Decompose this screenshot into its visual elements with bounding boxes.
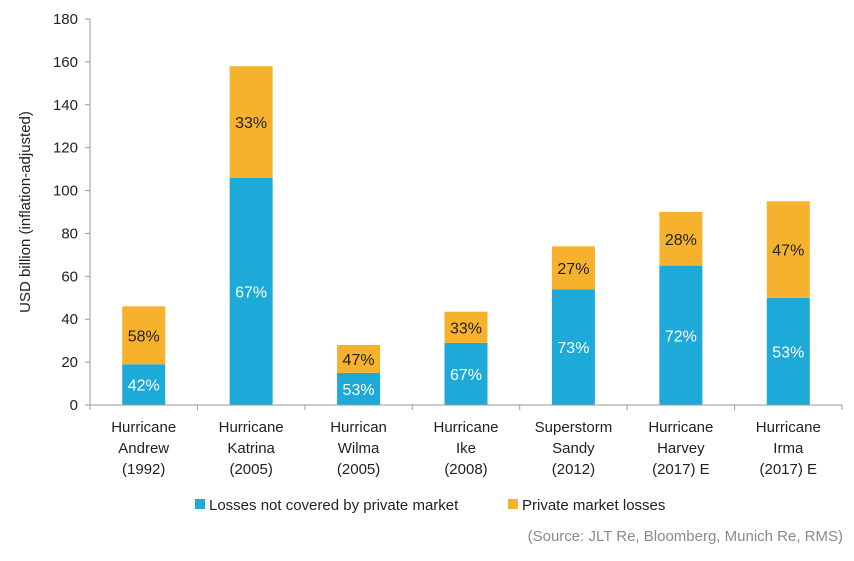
y-tick-label: 0: [70, 397, 78, 414]
x-category-label: Andrew: [118, 440, 169, 457]
y-axis-label: USD billion (inflation-adjusted): [17, 111, 34, 313]
bar-segment-uncovered: [444, 342, 488, 405]
data-label: 67%: [450, 367, 482, 384]
x-category-label: Hurricane: [433, 419, 498, 436]
data-label: 72%: [665, 328, 697, 345]
x-category-label: (2012): [552, 461, 595, 478]
x-category-label: Hurricane: [219, 419, 284, 436]
x-category-label: (2005): [337, 461, 380, 478]
x-category-label: Hurricane: [648, 419, 713, 436]
x-category-label: (2005): [229, 461, 272, 478]
data-label: 67%: [235, 284, 267, 301]
bar-segment-private: [337, 344, 381, 373]
y-tick-label: 120: [53, 140, 78, 157]
x-category-label: Ike: [456, 440, 476, 457]
data-label: 47%: [343, 352, 375, 369]
data-label: 53%: [772, 344, 804, 361]
x-category-label: Hurricane: [756, 419, 821, 436]
y-tick-label: 160: [53, 54, 78, 71]
bar-segment-private: [766, 201, 810, 298]
bar-segment-uncovered: [551, 289, 595, 405]
bar-segment-private: [551, 246, 595, 290]
x-category-label: (1992): [122, 461, 165, 478]
x-category-label: Superstorm: [535, 419, 613, 436]
data-label: 47%: [772, 243, 804, 260]
x-category-label: (2017) E: [760, 461, 818, 478]
y-tick-label: 180: [53, 11, 78, 28]
y-tick-label: 60: [61, 268, 78, 285]
x-category-label: Hurricane: [111, 419, 176, 436]
bar-segment-uncovered: [122, 364, 166, 405]
y-tick-label: 20: [61, 354, 78, 371]
bar-segment-private: [229, 66, 273, 178]
x-category-label: Katrina: [227, 440, 275, 457]
bar-segment-private: [122, 306, 166, 365]
bar-segment-uncovered: [766, 297, 810, 405]
data-label: 27%: [557, 261, 589, 278]
x-category-label: Hurrican: [330, 419, 387, 436]
legend-label-uncovered: Losses not covered by private market: [209, 497, 459, 514]
data-label: 58%: [128, 328, 160, 345]
data-label: 33%: [235, 115, 267, 132]
x-category-label: Wilma: [338, 440, 380, 457]
data-label: 53%: [343, 382, 375, 399]
bar-segment-private: [659, 212, 703, 266]
bar-segment-uncovered: [337, 372, 381, 405]
y-tick-label: 100: [53, 183, 78, 200]
data-label: 33%: [450, 320, 482, 337]
x-category-label: (2017) E: [652, 461, 710, 478]
source-note: (Source: JLT Re, Bloomberg, Munich Re, R…: [528, 528, 843, 545]
legend-swatch-uncovered: [195, 499, 205, 509]
legend-swatch-private: [508, 499, 518, 509]
x-category-label: (2008): [444, 461, 487, 478]
data-label: 42%: [128, 378, 160, 395]
y-tick-label: 80: [61, 225, 78, 242]
bar-segment-private: [444, 311, 488, 343]
x-category-label: Harvey: [657, 440, 705, 457]
legend-label-private: Private market losses: [522, 497, 665, 514]
data-label: 73%: [557, 340, 589, 357]
y-tick-label: 140: [53, 97, 78, 114]
x-category-label: Irma: [773, 440, 804, 457]
y-tick-label: 40: [61, 311, 78, 328]
x-category-label: Sandy: [552, 440, 595, 457]
bar-segment-uncovered: [659, 265, 703, 405]
bar-segment-uncovered: [229, 177, 273, 405]
data-label: 28%: [665, 232, 697, 249]
legend: Losses not covered by private market Pri…: [195, 497, 665, 514]
